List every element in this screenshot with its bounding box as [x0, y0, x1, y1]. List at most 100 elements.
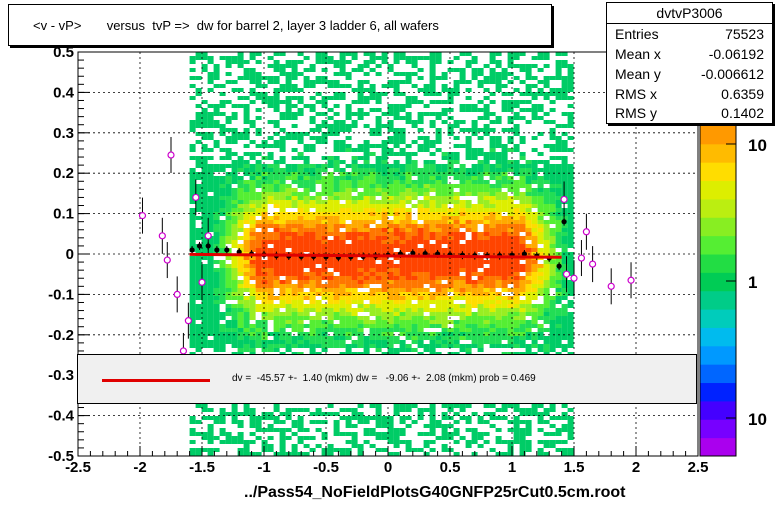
heatmap-cell	[567, 136, 574, 140]
heatmap-cell	[531, 408, 538, 412]
heatmap-cell	[501, 232, 508, 236]
heatmap-cell	[213, 228, 220, 232]
heatmap-cell	[417, 300, 424, 304]
heatmap-cell	[321, 308, 328, 312]
heatmap-cell	[273, 264, 280, 268]
heatmap-cell	[351, 56, 358, 60]
heatmap-cell	[435, 200, 442, 204]
heatmap-cell	[237, 192, 244, 196]
heatmap-cell	[345, 328, 352, 332]
heatmap-cell	[309, 96, 316, 100]
heatmap-cell	[501, 312, 508, 316]
heatmap-cell	[255, 220, 262, 224]
heatmap-cell	[399, 348, 406, 352]
heatmap-cell	[429, 336, 436, 340]
heatmap-cell	[303, 292, 310, 296]
heatmap-cell	[291, 104, 298, 108]
heatmap-cell	[261, 272, 268, 276]
heatmap-cell	[489, 284, 496, 288]
heatmap-cell	[189, 452, 196, 456]
heatmap-cell	[375, 200, 382, 204]
heatmap-cell	[483, 208, 490, 212]
heatmap-cell	[555, 220, 562, 224]
heatmap-cell	[525, 76, 532, 80]
heatmap-cell	[279, 140, 286, 144]
heatmap-cell	[315, 336, 322, 340]
heatmap-cell	[501, 344, 508, 348]
heatmap-cell	[279, 228, 286, 232]
heatmap-cell	[285, 100, 292, 104]
heatmap-cell	[219, 192, 226, 196]
heatmap-cell	[279, 52, 286, 56]
heatmap-cell	[195, 132, 202, 136]
heatmap-cell	[549, 204, 556, 208]
heatmap-cell	[453, 212, 460, 216]
heatmap-cell	[375, 204, 382, 208]
heatmap-cell	[249, 256, 256, 260]
heatmap-cell	[369, 168, 376, 172]
heatmap-cell	[363, 296, 370, 300]
heatmap-cell	[519, 340, 526, 344]
heatmap-cell	[453, 232, 460, 236]
heatmap-cell	[255, 172, 262, 176]
open-profile-point	[570, 274, 578, 282]
heatmap-cell	[393, 208, 400, 212]
heatmap-cell	[339, 304, 346, 308]
heatmap-cell	[207, 164, 214, 168]
heatmap-cell	[363, 304, 370, 308]
heatmap-cell	[381, 176, 388, 180]
heatmap-cell	[267, 448, 274, 452]
heatmap-cell	[471, 176, 478, 180]
heatmap-cell	[489, 312, 496, 316]
heatmap-cell	[309, 308, 316, 312]
heatmap-cell	[507, 268, 514, 272]
heatmap-cell	[279, 232, 286, 236]
heatmap-cell	[231, 404, 238, 408]
heatmap-cell	[285, 408, 292, 412]
heatmap-cell	[291, 288, 298, 292]
heatmap-cell	[489, 304, 496, 308]
heatmap-cell	[201, 228, 208, 232]
plot-title: <v - vP> versus tvP => dw for barrel 2, …	[33, 18, 439, 33]
heatmap-cell	[459, 264, 466, 268]
heatmap-cell	[219, 440, 226, 444]
heatmap-cell	[429, 164, 436, 168]
heatmap-cell	[387, 312, 394, 316]
heatmap-cell	[369, 68, 376, 72]
heatmap-cell	[561, 244, 568, 248]
heatmap-cell	[255, 144, 262, 148]
heatmap-cell	[519, 176, 526, 180]
heatmap-cell	[339, 84, 346, 88]
heatmap-cell	[405, 280, 412, 284]
heatmap-cell	[519, 208, 526, 212]
heatmap-cell	[273, 404, 280, 408]
heatmap-cell	[399, 80, 406, 84]
heatmap-cell	[231, 204, 238, 208]
heatmap-cell	[321, 448, 328, 452]
heatmap-cell	[213, 328, 220, 332]
heatmap-cell	[363, 148, 370, 152]
heatmap-cell	[441, 180, 448, 184]
heatmap-cell	[345, 72, 352, 76]
heatmap-cell	[423, 212, 430, 216]
heatmap-cell	[519, 408, 526, 412]
heatmap-cell	[321, 80, 328, 84]
heatmap-cell	[219, 232, 226, 236]
heatmap-cell	[231, 436, 238, 440]
heatmap-cell	[309, 240, 316, 244]
heatmap-cell	[189, 224, 196, 228]
heatmap-cell	[501, 104, 508, 108]
heatmap-cell	[357, 116, 364, 120]
heatmap-cell	[567, 88, 574, 92]
heatmap-cell	[321, 132, 328, 136]
heatmap-cell	[261, 444, 268, 448]
heatmap-cell	[399, 340, 406, 344]
heatmap-cell	[357, 232, 364, 236]
heatmap-cell	[327, 444, 334, 448]
heatmap-cell	[339, 72, 346, 76]
heatmap-cell	[561, 452, 568, 456]
heatmap-cell	[327, 224, 334, 228]
stats-row: RMS x 0.6359	[607, 84, 772, 104]
heatmap-cell	[531, 96, 538, 100]
heatmap-cell	[291, 408, 298, 412]
